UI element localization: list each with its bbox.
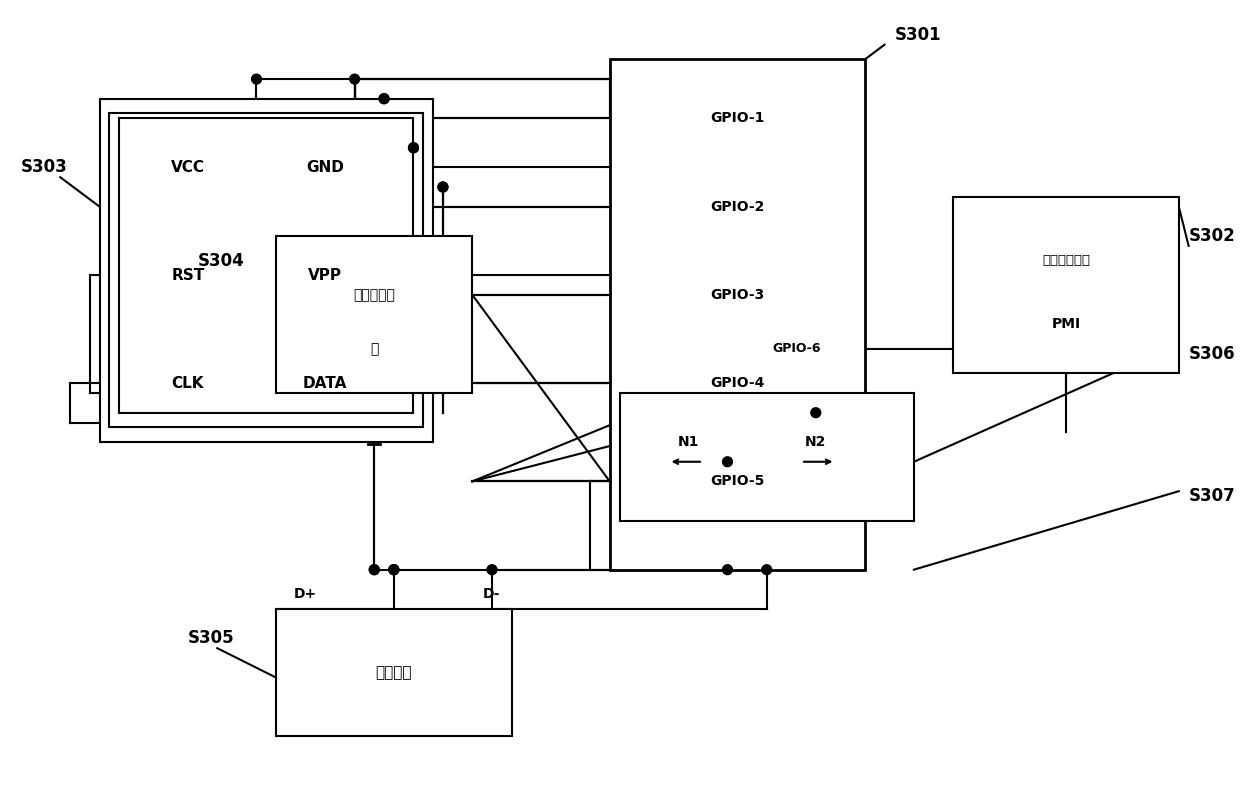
Bar	[277, 236, 472, 393]
Circle shape	[811, 408, 821, 418]
Text: S304: S304	[197, 251, 244, 270]
Circle shape	[389, 565, 399, 575]
Bar	[954, 197, 1179, 374]
Text: 电源管理芯片: 电源管理芯片	[1042, 254, 1090, 267]
Bar	[99, 98, 433, 442]
Bar	[277, 609, 512, 737]
Text: GPIO-2: GPIO-2	[711, 200, 765, 213]
Text: S305: S305	[187, 630, 234, 647]
Bar	[119, 118, 413, 412]
Text: S301: S301	[894, 26, 941, 44]
Circle shape	[370, 565, 379, 575]
Text: S306: S306	[1189, 345, 1235, 363]
Circle shape	[409, 143, 418, 153]
Text: VPP: VPP	[309, 268, 342, 283]
Circle shape	[379, 94, 389, 104]
Text: 单刀四掷开: 单刀四掷开	[353, 288, 396, 302]
Text: VCC: VCC	[171, 160, 205, 175]
Text: 数据接口: 数据接口	[376, 665, 412, 680]
Text: S303: S303	[21, 159, 68, 176]
Text: PMI: PMI	[1052, 317, 1080, 331]
Text: GPIO-6: GPIO-6	[773, 343, 821, 355]
Circle shape	[389, 565, 399, 575]
Circle shape	[487, 565, 497, 575]
Circle shape	[409, 143, 418, 153]
Text: S302: S302	[1189, 227, 1235, 245]
Text: 关: 关	[370, 342, 378, 356]
Circle shape	[379, 94, 389, 104]
Text: GPIO-1: GPIO-1	[711, 111, 765, 125]
Circle shape	[723, 457, 733, 466]
Text: GPIO-5: GPIO-5	[711, 474, 765, 488]
Circle shape	[350, 75, 360, 84]
Text: CLK: CLK	[171, 376, 205, 391]
Circle shape	[438, 182, 448, 192]
Circle shape	[370, 565, 379, 575]
Text: DATA: DATA	[303, 376, 347, 391]
Bar	[610, 59, 864, 569]
Text: N1: N1	[677, 435, 699, 449]
Bar	[109, 113, 423, 427]
Text: N2: N2	[805, 435, 827, 449]
Text: GPIO-4: GPIO-4	[711, 376, 765, 390]
Bar	[620, 393, 914, 521]
Text: GPIO-3: GPIO-3	[711, 288, 764, 302]
Text: D+: D+	[294, 587, 317, 601]
Text: D-: D-	[484, 587, 501, 601]
Circle shape	[438, 182, 448, 192]
Text: RST: RST	[171, 268, 205, 283]
Text: GND: GND	[306, 160, 345, 175]
Circle shape	[252, 75, 262, 84]
Circle shape	[723, 565, 733, 575]
Text: S307: S307	[1189, 487, 1235, 505]
Circle shape	[389, 565, 399, 575]
Circle shape	[761, 565, 771, 575]
